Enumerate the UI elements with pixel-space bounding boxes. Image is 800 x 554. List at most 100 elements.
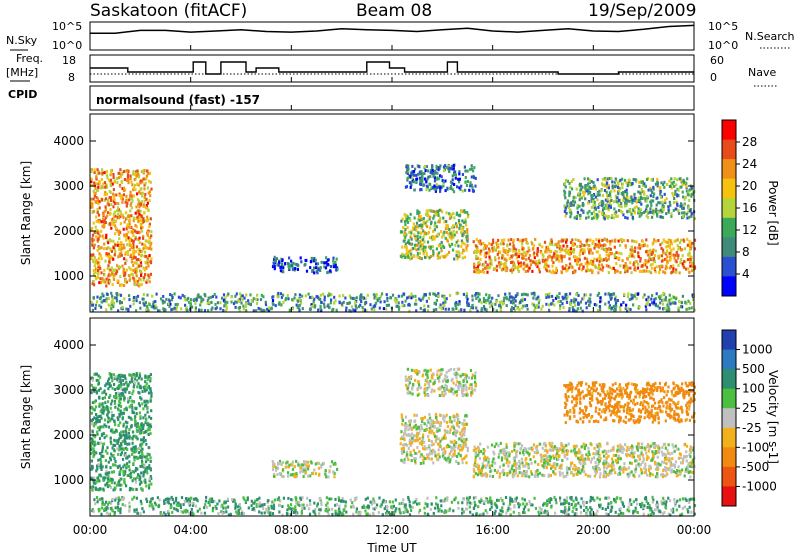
echo-cell [416,255,419,259]
echo-cell [163,300,166,304]
echo-cell [461,507,464,511]
echo-cell [143,199,146,203]
echo-cell [107,278,110,282]
echo-cell [676,238,679,242]
echo-cell [533,293,536,297]
echo-cell [664,298,667,302]
echo-cell [536,249,539,253]
echo-cell [588,303,591,307]
echo-cell [139,269,143,273]
echo-cell [104,185,107,189]
echo-cell [103,299,106,302]
echo-cell [146,399,149,403]
echo-cell [482,241,485,245]
echo-cell [140,214,143,218]
echo-cell [146,410,149,414]
echo-cell [348,309,351,313]
echo-cell [454,173,457,177]
echo-cell [118,192,121,196]
echo-cell [523,251,526,255]
echo-cell [144,273,147,277]
echo-cell [388,500,391,504]
echo-cell [151,497,154,501]
echo-cell [626,191,629,195]
echo-cell [528,249,531,252]
echo-cell [90,204,93,208]
echo-cell [426,211,429,215]
echo-cell [592,185,595,189]
echo-cell [652,209,655,213]
echo-cell [108,189,111,193]
echo-cell [147,246,150,250]
echo-cell [425,209,428,213]
echo-cell [110,239,113,243]
echo-cell [99,466,102,470]
echo-cell [144,380,147,384]
echo-cell [472,496,476,500]
echo-cell [433,187,436,191]
echo-cell [372,305,375,309]
echo-cell [433,292,436,296]
echo-cell [607,264,610,268]
echo-cell [494,302,497,306]
echo-cell [409,212,412,216]
echo-cell [686,216,689,220]
echo-cell [140,438,143,442]
echo-cell [92,424,96,428]
echo-cell [329,265,333,268]
echo-cell [579,505,582,509]
echo-cell [460,308,463,312]
echo-cell [125,387,128,391]
echo-cell [456,303,459,307]
echo-cell [90,419,93,423]
echo-cell [648,504,651,508]
echo-cell [402,254,405,258]
echo-cell [108,255,111,259]
echo-cell [616,269,619,273]
echo-cell [144,374,147,378]
echo-cell [677,306,680,310]
echo-cell [437,177,440,181]
echo-cell [249,293,252,297]
echo-cell [566,201,569,205]
echo-cell [111,182,114,186]
echo-cell [663,192,666,196]
echo-cell [591,200,594,204]
echo-cell [590,186,593,190]
echo-cell [125,178,128,182]
echo-cell [123,178,126,181]
echo-cell [628,298,631,302]
echo-cell [100,257,103,261]
echo-cell [329,269,332,273]
echo-cell [125,434,128,438]
echo-cell [490,243,493,247]
echo-cell [463,165,466,169]
echo-cell [271,512,275,516]
echo-cell [135,205,138,209]
echo-cell [646,244,649,248]
echo-cell [440,504,443,508]
echo-cell [565,264,568,267]
echo-cell [684,260,687,264]
echo-cell [491,296,494,300]
echo-cell [401,217,404,221]
echo-cell [127,170,130,173]
echo-cell [109,458,112,462]
echo-cell [598,497,601,501]
echo-cell [686,210,690,214]
echo-cell [344,500,347,504]
echo-cell [583,248,586,252]
echo-cell [463,209,466,213]
echo-cell [383,300,386,304]
echo-cell [114,375,117,379]
echo-cell [473,265,476,269]
echo-cell [139,278,142,282]
echo-cell [690,214,693,218]
echo-cell [505,258,508,262]
echo-cell [137,173,140,176]
echo-cell [488,249,491,253]
echo-cell [200,308,203,312]
echo-cell [106,446,109,450]
echo-cell [486,270,489,274]
echo-cell [133,172,136,176]
